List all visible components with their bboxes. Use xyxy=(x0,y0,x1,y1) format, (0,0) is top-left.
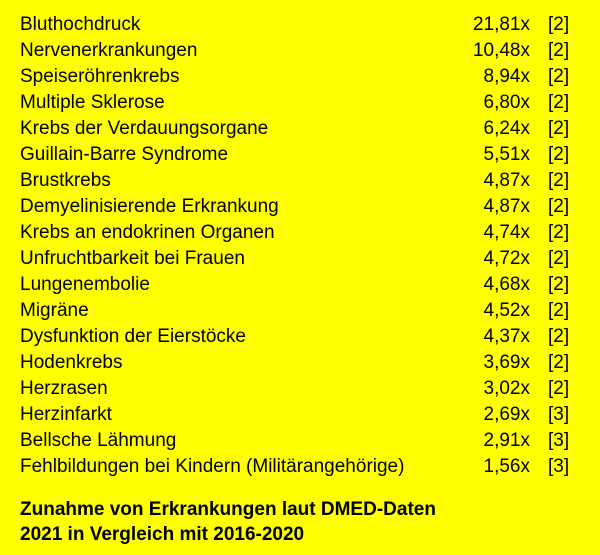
reference: [2] xyxy=(548,90,580,116)
factor-value: 21,81x xyxy=(450,12,548,38)
illness-label: Demyelinisierende Erkrankung xyxy=(20,194,450,220)
factor-value: 2,69x xyxy=(450,402,548,428)
illness-label: Herzrasen xyxy=(20,376,450,402)
table-row: Herzrasen3,02x[2] xyxy=(20,376,580,402)
factor-value: 8,94x xyxy=(450,64,548,90)
caption: Zunahme von Erkrankungen laut DMED-Daten… xyxy=(20,498,580,547)
caption-line-2: 2021 in Vergleich mit 2016-2020 xyxy=(20,523,580,548)
table-row: Krebs an endokrinen Organen4,74x[2] xyxy=(20,220,580,246)
factor-value: 4,74x xyxy=(450,220,548,246)
illness-label: Guillain-Barre Syndrome xyxy=(20,142,450,168)
reference: [2] xyxy=(548,298,580,324)
factor-value: 4,87x xyxy=(450,168,548,194)
reference: [2] xyxy=(548,116,580,142)
illness-label: Dysfunktion der Eierstöcke xyxy=(20,324,450,350)
table-row: Nervenerkrankungen10,48x[2] xyxy=(20,38,580,64)
table-row: Lungenembolie4,68x[2] xyxy=(20,272,580,298)
factor-value: 6,24x xyxy=(450,116,548,142)
illness-label: Unfruchtbarkeit bei Frauen xyxy=(20,246,450,272)
factor-value: 5,51x xyxy=(450,142,548,168)
reference: [2] xyxy=(548,324,580,350)
illness-label: Fehlbildungen bei Kindern (Militärangehö… xyxy=(20,454,450,480)
table-row: Herzinfarkt2,69x[3] xyxy=(20,402,580,428)
reference: [2] xyxy=(548,64,580,90)
reference: [3] xyxy=(548,454,580,480)
table-row: Guillain-Barre Syndrome5,51x[2] xyxy=(20,142,580,168)
table-row: Speiseröhrenkrebs8,94x[2] xyxy=(20,64,580,90)
table-row: Brustkrebs4,87x[2] xyxy=(20,168,580,194)
illness-label: Multiple Sklerose xyxy=(20,90,450,116)
factor-value: 3,02x xyxy=(450,376,548,402)
reference: [2] xyxy=(548,350,580,376)
reference: [2] xyxy=(548,194,580,220)
table-row: Multiple Sklerose6,80x[2] xyxy=(20,90,580,116)
factor-value: 4,87x xyxy=(450,194,548,220)
table-row: Krebs der Verdauungsorgane6,24x[2] xyxy=(20,116,580,142)
reference: [3] xyxy=(548,428,580,454)
illness-label: Herzinfarkt xyxy=(20,402,450,428)
illness-label: Hodenkrebs xyxy=(20,350,450,376)
factor-value: 4,37x xyxy=(450,324,548,350)
factor-value: 10,48x xyxy=(450,38,548,64)
reference: [2] xyxy=(548,142,580,168)
factor-value: 3,69x xyxy=(450,350,548,376)
reference: [3] xyxy=(548,402,580,428)
reference: [2] xyxy=(548,272,580,298)
reference: [2] xyxy=(548,246,580,272)
factor-value: 4,52x xyxy=(450,298,548,324)
illness-label: Bellsche Lähmung xyxy=(20,428,450,454)
reference: [2] xyxy=(548,220,580,246)
reference: [2] xyxy=(548,12,580,38)
reference: [2] xyxy=(548,168,580,194)
factor-value: 6,80x xyxy=(450,90,548,116)
factor-value: 4,68x xyxy=(450,272,548,298)
illness-label: Lungenembolie xyxy=(20,272,450,298)
illness-label: Brustkrebs xyxy=(20,168,450,194)
illness-label: Bluthochdruck xyxy=(20,12,450,38)
factor-value: 1,56x xyxy=(450,454,548,480)
table-row: Bluthochdruck21,81x[2] xyxy=(20,12,580,38)
illness-label: Krebs der Verdauungsorgane xyxy=(20,116,450,142)
table-row: Dysfunktion der Eierstöcke4,37x[2] xyxy=(20,324,580,350)
table-row: Demyelinisierende Erkrankung4,87x[2] xyxy=(20,194,580,220)
factor-value: 4,72x xyxy=(450,246,548,272)
table-row: Hodenkrebs3,69x[2] xyxy=(20,350,580,376)
table-row: Unfruchtbarkeit bei Frauen4,72x[2] xyxy=(20,246,580,272)
table-row: Bellsche Lähmung2,91x[3] xyxy=(20,428,580,454)
table-row: Fehlbildungen bei Kindern (Militärangehö… xyxy=(20,454,580,480)
factor-value: 2,91x xyxy=(450,428,548,454)
illness-label: Nervenerkrankungen xyxy=(20,38,450,64)
illness-table: Bluthochdruck21,81x[2]Nervenerkrankungen… xyxy=(20,12,580,480)
reference: [2] xyxy=(548,38,580,64)
illness-label: Speiseröhrenkrebs xyxy=(20,64,450,90)
illness-label: Migräne xyxy=(20,298,450,324)
table-row: Migräne4,52x[2] xyxy=(20,298,580,324)
caption-line-1: Zunahme von Erkrankungen laut DMED-Daten xyxy=(20,498,580,523)
reference: [2] xyxy=(548,376,580,402)
illness-label: Krebs an endokrinen Organen xyxy=(20,220,450,246)
